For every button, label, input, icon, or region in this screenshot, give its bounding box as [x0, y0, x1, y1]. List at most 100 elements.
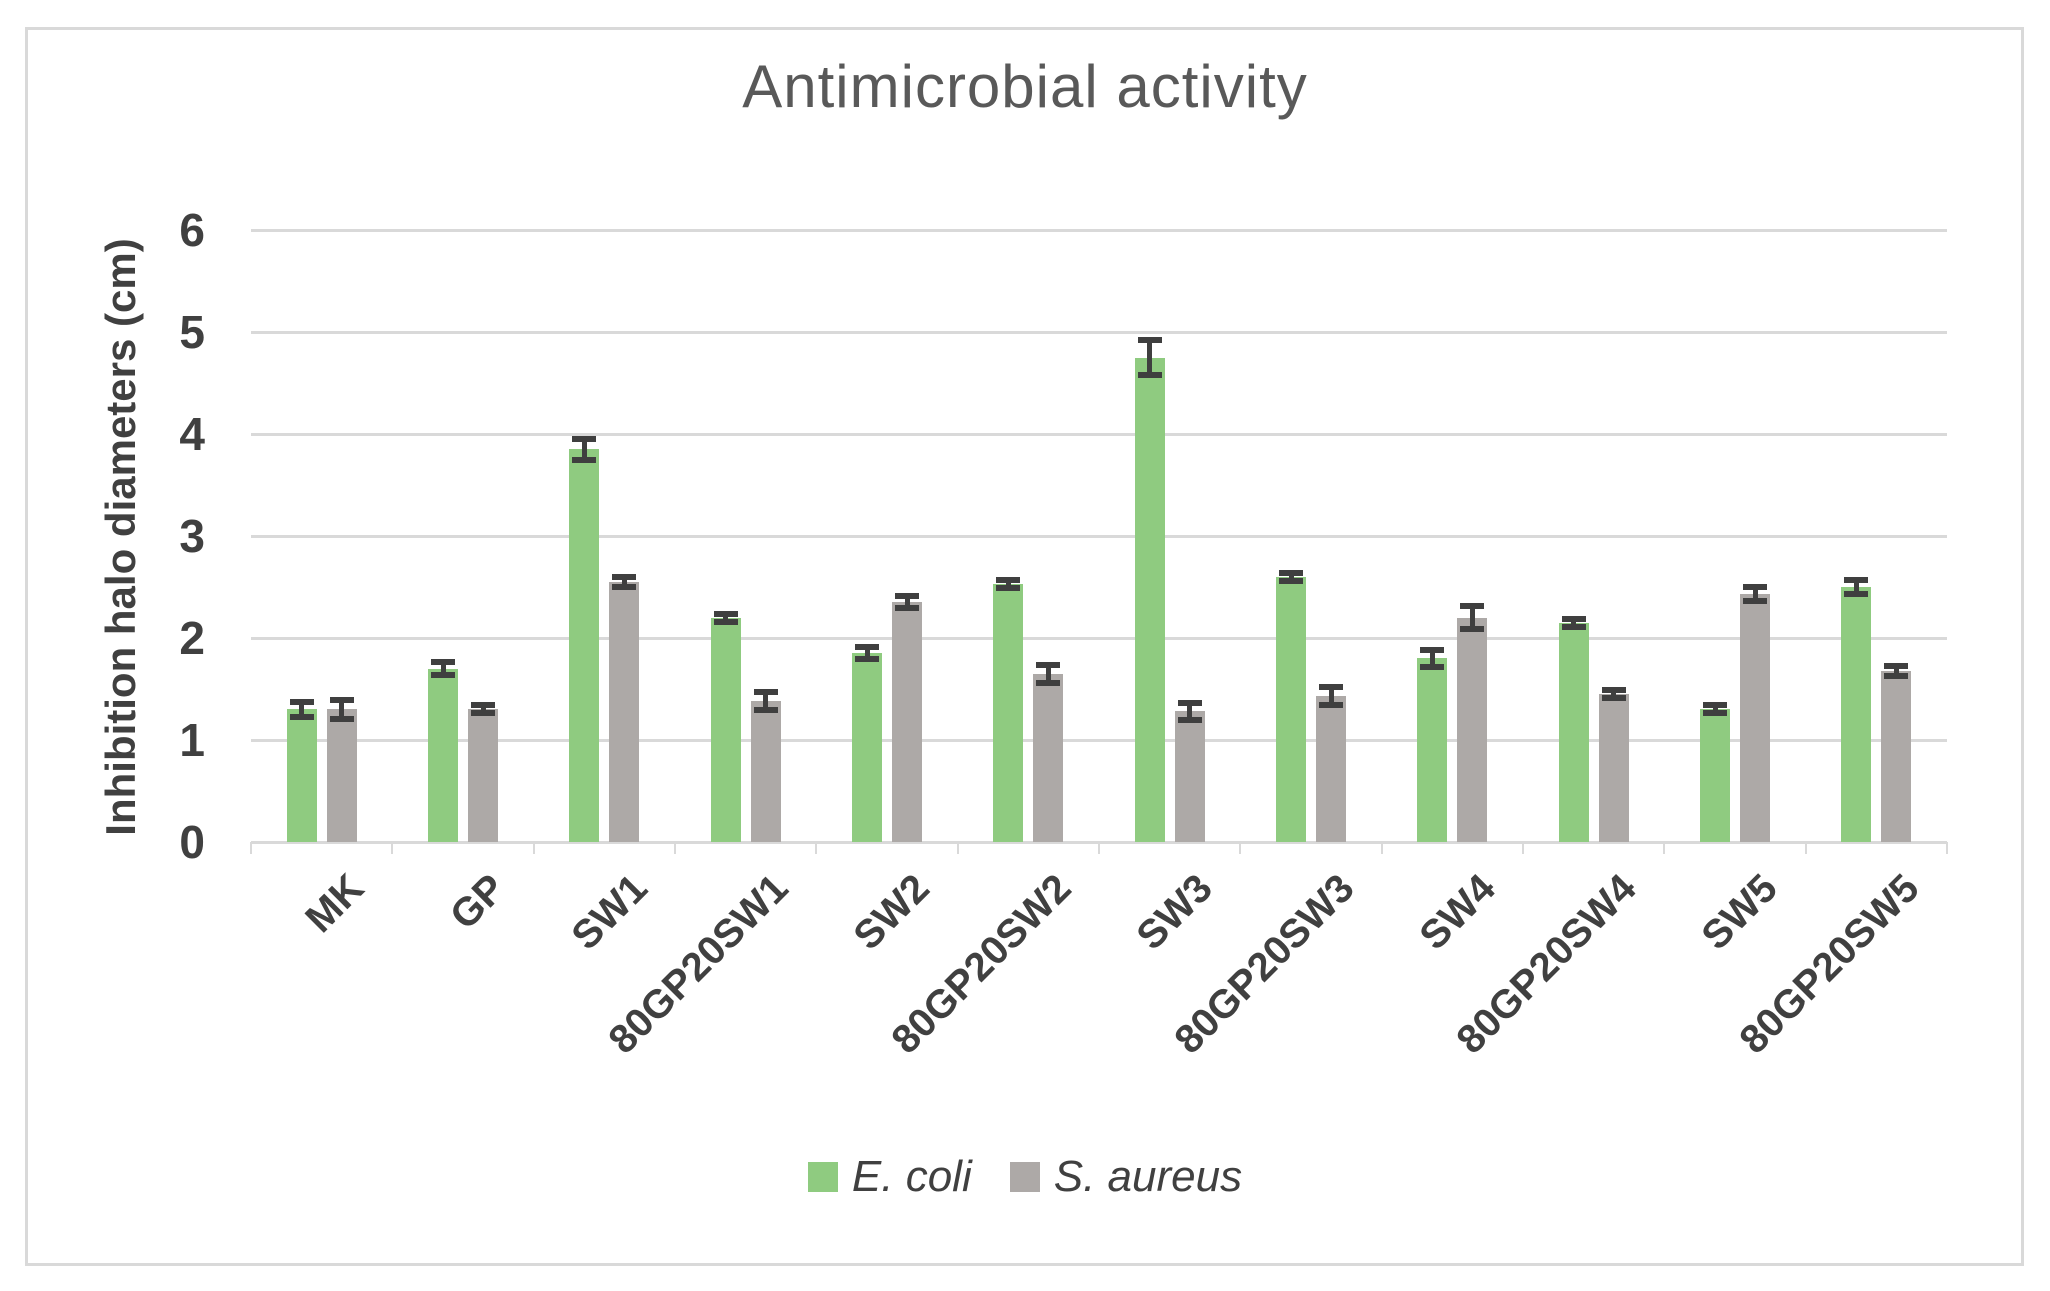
error-bar-cap — [1884, 662, 1909, 669]
y-axis-tick-labels: 0 1 2 3 4 5 6 — [0, 0, 205, 1291]
y-tick-label-4: 4 — [179, 408, 205, 460]
bar-ecoli-80GP20SW1 — [710, 617, 741, 842]
bar-ecoli-SW3 — [1134, 357, 1165, 842]
error-bar-cap — [996, 585, 1021, 592]
bar-ecoli-80GP20SW3 — [1276, 576, 1306, 842]
error-bar-cap — [1177, 716, 1202, 723]
error-bar-whisker — [1853, 579, 1859, 595]
error-bar-cap — [753, 707, 778, 714]
error-bar-cap — [1036, 679, 1061, 686]
category-axis-tick — [1663, 842, 1666, 854]
bar-saureus-SW3 — [1174, 711, 1205, 842]
y-tick-label-6: 6 — [179, 204, 205, 256]
bar-saureus-MK — [326, 709, 357, 842]
error-bar-cap — [1420, 647, 1445, 654]
error-bar-cap — [471, 702, 495, 709]
legend-item-saureus: S. aureus — [1009, 1152, 1242, 1202]
error-bar-whisker — [1005, 579, 1011, 589]
error-bar-cap — [1884, 672, 1909, 679]
plot-area — [250, 228, 1948, 854]
error-bar-cap — [1177, 700, 1202, 707]
x-label-SW3: SW3 — [1128, 866, 1221, 959]
error-bar-cap — [1036, 661, 1061, 668]
bar-ecoli-SW5 — [1700, 709, 1730, 842]
legend-item-ecoli: E. coli — [807, 1152, 972, 1202]
y-tick-label-0: 0 — [179, 816, 205, 868]
error-bar-cap — [1743, 598, 1767, 605]
error-bar-cap — [289, 699, 314, 706]
error-bar-whisker — [339, 700, 345, 719]
bar-ecoli-80GP20SW5 — [1841, 587, 1872, 842]
error-bar-whisker — [1571, 618, 1577, 627]
x-label-SW2: SW2 — [845, 866, 939, 959]
category-axis-tick — [815, 842, 818, 854]
error-bar-cap — [1844, 576, 1869, 583]
error-bar-whisker — [1187, 703, 1193, 720]
gridline-y2 — [251, 636, 1947, 640]
error-bar-whisker — [864, 647, 870, 660]
bar-saureus-SW5 — [1740, 594, 1770, 842]
legend-label: E. coli — [851, 1152, 972, 1201]
error-bar-cap — [1703, 710, 1727, 717]
error-bar-whisker — [1752, 587, 1758, 602]
error-bar-cap — [996, 576, 1021, 583]
error-bar-cap — [329, 697, 354, 704]
error-bar-whisker — [440, 662, 446, 675]
error-bar-cap — [572, 456, 597, 463]
bar-saureus-SW1 — [609, 581, 640, 842]
error-bar-cap — [895, 593, 919, 600]
error-bar-cap — [1460, 603, 1485, 610]
x-label-SW4: SW4 — [1411, 866, 1504, 959]
legend: E. coli S. aureus — [0, 1152, 2050, 1202]
error-bar-whisker — [763, 692, 769, 711]
error-bar-cap — [1279, 577, 1303, 584]
category-axis-tick — [250, 842, 252, 854]
bar-ecoli-SW4 — [1417, 658, 1448, 842]
category-axis-tick — [674, 842, 676, 854]
error-bar-cap — [855, 644, 879, 651]
y-tick-label-5: 5 — [179, 306, 205, 358]
x-label-SW5: SW5 — [1693, 866, 1787, 959]
y-tick-label-1: 1 — [179, 714, 205, 766]
error-bar-cap — [1561, 615, 1586, 622]
gridline-y6 — [251, 228, 1947, 232]
x-label-MK: MK — [297, 866, 373, 942]
error-bar-whisker — [1147, 340, 1153, 375]
legend-swatch — [807, 1162, 838, 1192]
error-bar-cap — [895, 605, 919, 612]
error-bar-whisker — [621, 576, 627, 587]
gridline-y5 — [251, 330, 1947, 334]
bar-saureus-80GP20SW3 — [1316, 696, 1346, 842]
error-bar-cap — [1703, 702, 1727, 709]
x-label-SW1: SW1 — [563, 866, 656, 959]
bar-saureus-SW4 — [1457, 617, 1488, 842]
error-bar-cap — [1601, 695, 1626, 702]
error-bar-whisker — [581, 439, 587, 460]
bar-saureus-80GP20SW2 — [1033, 673, 1064, 842]
chart-title: Antimicrobial activity — [742, 53, 1308, 120]
error-bar-whisker — [904, 596, 910, 609]
error-bar-cap — [713, 610, 738, 617]
figure-border — [25, 27, 2024, 1266]
category-axis-tick — [1804, 842, 1807, 854]
error-bar-whisker — [299, 702, 305, 717]
legend-swatch — [1009, 1162, 1040, 1192]
gridline-y4 — [251, 432, 1947, 436]
bar-ecoli-80GP20SW4 — [1558, 622, 1589, 842]
bar-saureus-80GP20SW1 — [750, 701, 781, 842]
bar-saureus-GP — [468, 709, 498, 842]
bar-ecoli-MK — [286, 709, 317, 842]
bar-ecoli-GP — [428, 668, 458, 842]
error-bar-cap — [753, 689, 778, 696]
error-bar-whisker — [1893, 665, 1899, 676]
error-bar-whisker — [1611, 690, 1617, 699]
error-bar-cap — [289, 713, 314, 720]
error-bar-cap — [1460, 625, 1485, 632]
error-bar-cap — [431, 671, 455, 678]
bar-saureus-SW2 — [892, 602, 922, 842]
y-tick-label-2: 2 — [179, 612, 205, 664]
error-bar-whisker — [480, 705, 486, 714]
x-axis-category-labels: MK GP SW1 80GP20SW1 SW2 80GP20SW2 SW3 80GP20SW3… — [251, 866, 1947, 1166]
category-axis-tick — [956, 842, 959, 854]
